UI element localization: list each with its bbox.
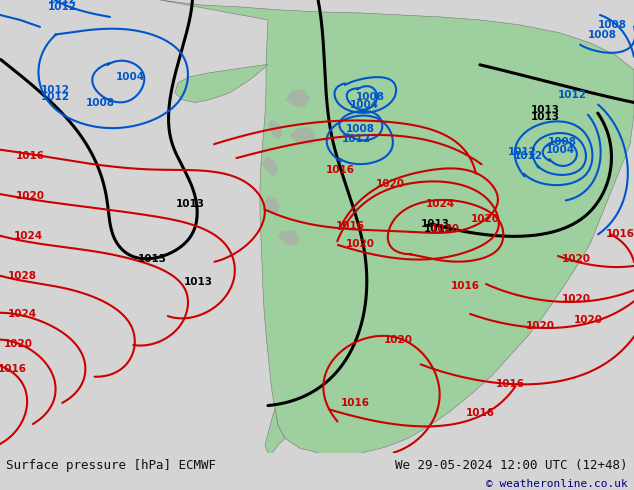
Text: 1016: 1016 xyxy=(496,378,524,389)
Text: 1013: 1013 xyxy=(424,224,453,234)
Text: 1020: 1020 xyxy=(15,191,44,201)
Text: 1016: 1016 xyxy=(465,408,495,418)
Text: © weatheronline.co.uk: © weatheronline.co.uk xyxy=(486,480,628,490)
Text: 1020: 1020 xyxy=(384,335,413,344)
Polygon shape xyxy=(264,196,280,214)
Text: 1012: 1012 xyxy=(342,134,370,145)
Text: 1013: 1013 xyxy=(420,219,450,229)
Text: 1012: 1012 xyxy=(48,0,77,5)
Text: 1024: 1024 xyxy=(8,309,37,319)
Polygon shape xyxy=(285,90,310,107)
Text: 1008: 1008 xyxy=(588,30,616,40)
Text: 1016: 1016 xyxy=(605,229,634,239)
Text: 1020: 1020 xyxy=(562,294,590,304)
Text: 1020: 1020 xyxy=(470,214,500,224)
Text: We 29-05-2024 12:00 UTC (12+48): We 29-05-2024 12:00 UTC (12+48) xyxy=(395,459,628,471)
Text: 1004: 1004 xyxy=(115,72,145,82)
Text: 1016: 1016 xyxy=(15,151,44,161)
Text: 1012: 1012 xyxy=(557,90,586,99)
Polygon shape xyxy=(290,126,316,145)
Text: 1004: 1004 xyxy=(349,99,378,110)
Text: 1020: 1020 xyxy=(562,254,590,264)
Text: 1016: 1016 xyxy=(340,398,370,409)
Text: 1012: 1012 xyxy=(514,151,543,161)
Text: 1012: 1012 xyxy=(41,92,70,101)
Polygon shape xyxy=(268,120,283,140)
Text: 1020: 1020 xyxy=(346,239,375,249)
Text: 1008: 1008 xyxy=(346,124,375,134)
Text: 1013: 1013 xyxy=(183,277,212,287)
Text: 1020: 1020 xyxy=(430,224,460,234)
Text: 1013: 1013 xyxy=(176,199,205,209)
Text: 1016: 1016 xyxy=(451,281,479,291)
Text: 1004: 1004 xyxy=(545,146,574,155)
Text: 1024: 1024 xyxy=(13,231,42,241)
Text: 1008: 1008 xyxy=(356,92,384,101)
Text: 1013: 1013 xyxy=(531,112,559,122)
Text: Surface pressure [hPa] ECMWF: Surface pressure [hPa] ECMWF xyxy=(6,459,216,471)
Text: 1020: 1020 xyxy=(375,179,404,189)
Text: 1024: 1024 xyxy=(425,199,455,209)
Text: 1016: 1016 xyxy=(0,364,27,373)
Text: 1016: 1016 xyxy=(325,165,354,175)
Text: 1013: 1013 xyxy=(531,104,559,115)
Text: 1008: 1008 xyxy=(86,98,115,108)
Text: 1012: 1012 xyxy=(507,147,536,157)
Text: 1020: 1020 xyxy=(4,339,32,349)
Text: 1008: 1008 xyxy=(597,20,626,30)
Text: 1028: 1028 xyxy=(8,271,37,281)
Polygon shape xyxy=(278,230,300,246)
Text: 1012: 1012 xyxy=(48,2,77,12)
Polygon shape xyxy=(160,0,634,453)
Polygon shape xyxy=(265,409,285,453)
Polygon shape xyxy=(262,156,278,176)
Text: 1020: 1020 xyxy=(574,315,602,325)
Text: 1016: 1016 xyxy=(335,221,365,231)
Text: 1008: 1008 xyxy=(548,138,576,147)
Text: 1013: 1013 xyxy=(138,254,167,264)
Text: 1020: 1020 xyxy=(526,321,555,331)
Polygon shape xyxy=(175,65,268,102)
Text: 1012: 1012 xyxy=(41,85,70,95)
